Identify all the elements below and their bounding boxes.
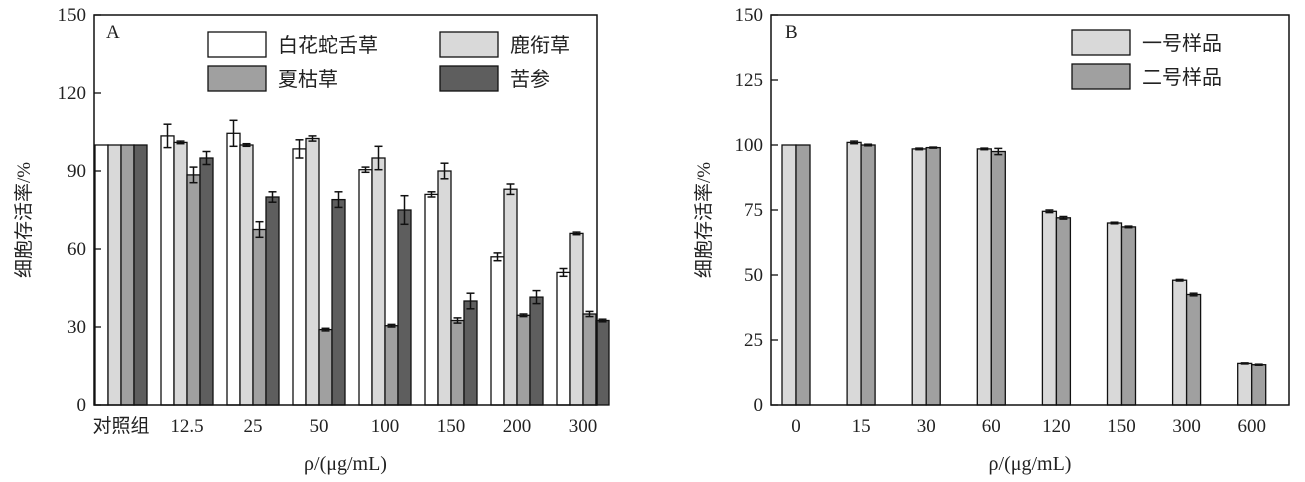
y-tick-label: 0 bbox=[77, 395, 87, 416]
y-tick-label: 60 bbox=[67, 239, 86, 260]
bar bbox=[265, 196, 280, 406]
bar bbox=[107, 144, 122, 406]
bar bbox=[925, 146, 941, 406]
y-tick-label: 75 bbox=[744, 200, 763, 221]
x-tick-label: 200 bbox=[503, 416, 532, 437]
y-tick-label: 0 bbox=[754, 395, 764, 416]
bar bbox=[1120, 226, 1137, 406]
legend-label: 一号样品 bbox=[1142, 32, 1222, 55]
legend-swatch bbox=[207, 65, 267, 92]
plot-frame bbox=[93, 14, 598, 406]
x-tick-label: 12.5 bbox=[170, 416, 203, 437]
bar bbox=[860, 144, 876, 406]
x-axis-title: ρ/(μg/mL) bbox=[304, 453, 387, 475]
bar bbox=[226, 132, 241, 406]
x-axis-title: ρ/(μg/mL) bbox=[989, 453, 1072, 475]
bar bbox=[450, 319, 465, 406]
bar bbox=[292, 148, 307, 406]
x-tick-label: 120 bbox=[1042, 416, 1071, 437]
y-tick-label: 150 bbox=[58, 5, 87, 26]
bar bbox=[160, 135, 175, 406]
bar bbox=[990, 150, 1006, 406]
bar bbox=[595, 319, 610, 406]
bar bbox=[463, 300, 478, 406]
bar bbox=[795, 144, 811, 406]
bar bbox=[1171, 279, 1188, 406]
y-tick-label: 25 bbox=[744, 330, 763, 351]
bar bbox=[1055, 217, 1072, 406]
bar bbox=[976, 148, 992, 406]
bar bbox=[582, 313, 597, 406]
y-axis-title: 细胞存活率/% bbox=[693, 162, 715, 278]
legend-swatch bbox=[439, 65, 499, 92]
x-tick-label: 150 bbox=[437, 416, 466, 437]
bar bbox=[120, 144, 135, 406]
bar bbox=[437, 170, 452, 406]
x-tick-label: 30 bbox=[917, 416, 936, 437]
bar bbox=[397, 209, 412, 406]
legend-swatch bbox=[1071, 63, 1131, 90]
legend-label: 白花蛇舌草 bbox=[278, 34, 378, 57]
bar bbox=[331, 198, 346, 406]
x-tick-label: 300 bbox=[1172, 416, 1201, 437]
legend-label: 夏枯草 bbox=[278, 68, 338, 91]
bar bbox=[358, 169, 373, 406]
x-tick-label: 600 bbox=[1237, 416, 1266, 437]
bar bbox=[556, 271, 571, 406]
legend-label: 苦参 bbox=[510, 68, 550, 91]
bar bbox=[569, 232, 584, 406]
chart-panel-a: 对照组 12.5 25 50 100 150 200 300 0 30 60 90 120 150 ρ/(μ… bbox=[13, 5, 610, 475]
bar bbox=[911, 148, 927, 406]
y-axis-title: 细胞存活率/% bbox=[13, 162, 35, 278]
bar bbox=[1041, 210, 1058, 406]
panel-label: B bbox=[785, 22, 798, 43]
legend-label: 二号样品 bbox=[1142, 66, 1222, 89]
panel-label: A bbox=[106, 22, 120, 43]
legend-swatch bbox=[1071, 29, 1131, 56]
x-tick-label: 0 bbox=[791, 416, 801, 437]
x-tick-label: 300 bbox=[569, 416, 598, 437]
bar bbox=[199, 157, 214, 406]
bar bbox=[529, 296, 544, 406]
bar bbox=[1106, 222, 1123, 406]
bar bbox=[94, 144, 109, 406]
bar bbox=[490, 256, 505, 406]
bar bbox=[318, 328, 333, 406]
legend-label: 鹿衔草 bbox=[510, 34, 570, 57]
bar bbox=[1251, 364, 1267, 406]
x-tick-label: 150 bbox=[1107, 416, 1136, 437]
bar bbox=[424, 193, 439, 406]
bar bbox=[503, 188, 518, 406]
y-tick-label: 150 bbox=[735, 5, 764, 26]
bar bbox=[781, 144, 797, 406]
y-tick-label: 30 bbox=[67, 317, 86, 338]
chart-panel-b: 0 15 30 60 120 150 300 600 0 25 50 75 100 125 150 ρ/(μg… bbox=[693, 5, 1290, 475]
bar bbox=[186, 174, 201, 406]
x-tick-label: 15 bbox=[852, 416, 871, 437]
bar bbox=[516, 314, 531, 406]
x-tick-label: 50 bbox=[310, 416, 329, 437]
bar bbox=[239, 144, 254, 406]
bar bbox=[384, 325, 399, 406]
bar bbox=[252, 228, 267, 406]
y-tick-label: 50 bbox=[744, 265, 763, 286]
y-tick-label: 120 bbox=[58, 83, 87, 104]
bar bbox=[305, 137, 320, 406]
x-tick-label: 25 bbox=[244, 416, 263, 437]
bar bbox=[846, 141, 862, 406]
bar bbox=[1185, 293, 1202, 406]
bar bbox=[133, 144, 148, 406]
bar bbox=[1237, 362, 1253, 406]
legend-swatch bbox=[207, 31, 267, 58]
x-tick-label: 100 bbox=[371, 416, 400, 437]
y-tick-label: 125 bbox=[735, 70, 764, 91]
x-tick-label: 60 bbox=[982, 416, 1001, 437]
x-tick-label: 对照组 bbox=[92, 415, 149, 437]
bar bbox=[371, 157, 386, 406]
bar bbox=[173, 141, 188, 406]
legend-swatch bbox=[439, 31, 499, 58]
y-tick-label: 100 bbox=[735, 135, 764, 156]
y-tick-label: 90 bbox=[67, 161, 86, 182]
